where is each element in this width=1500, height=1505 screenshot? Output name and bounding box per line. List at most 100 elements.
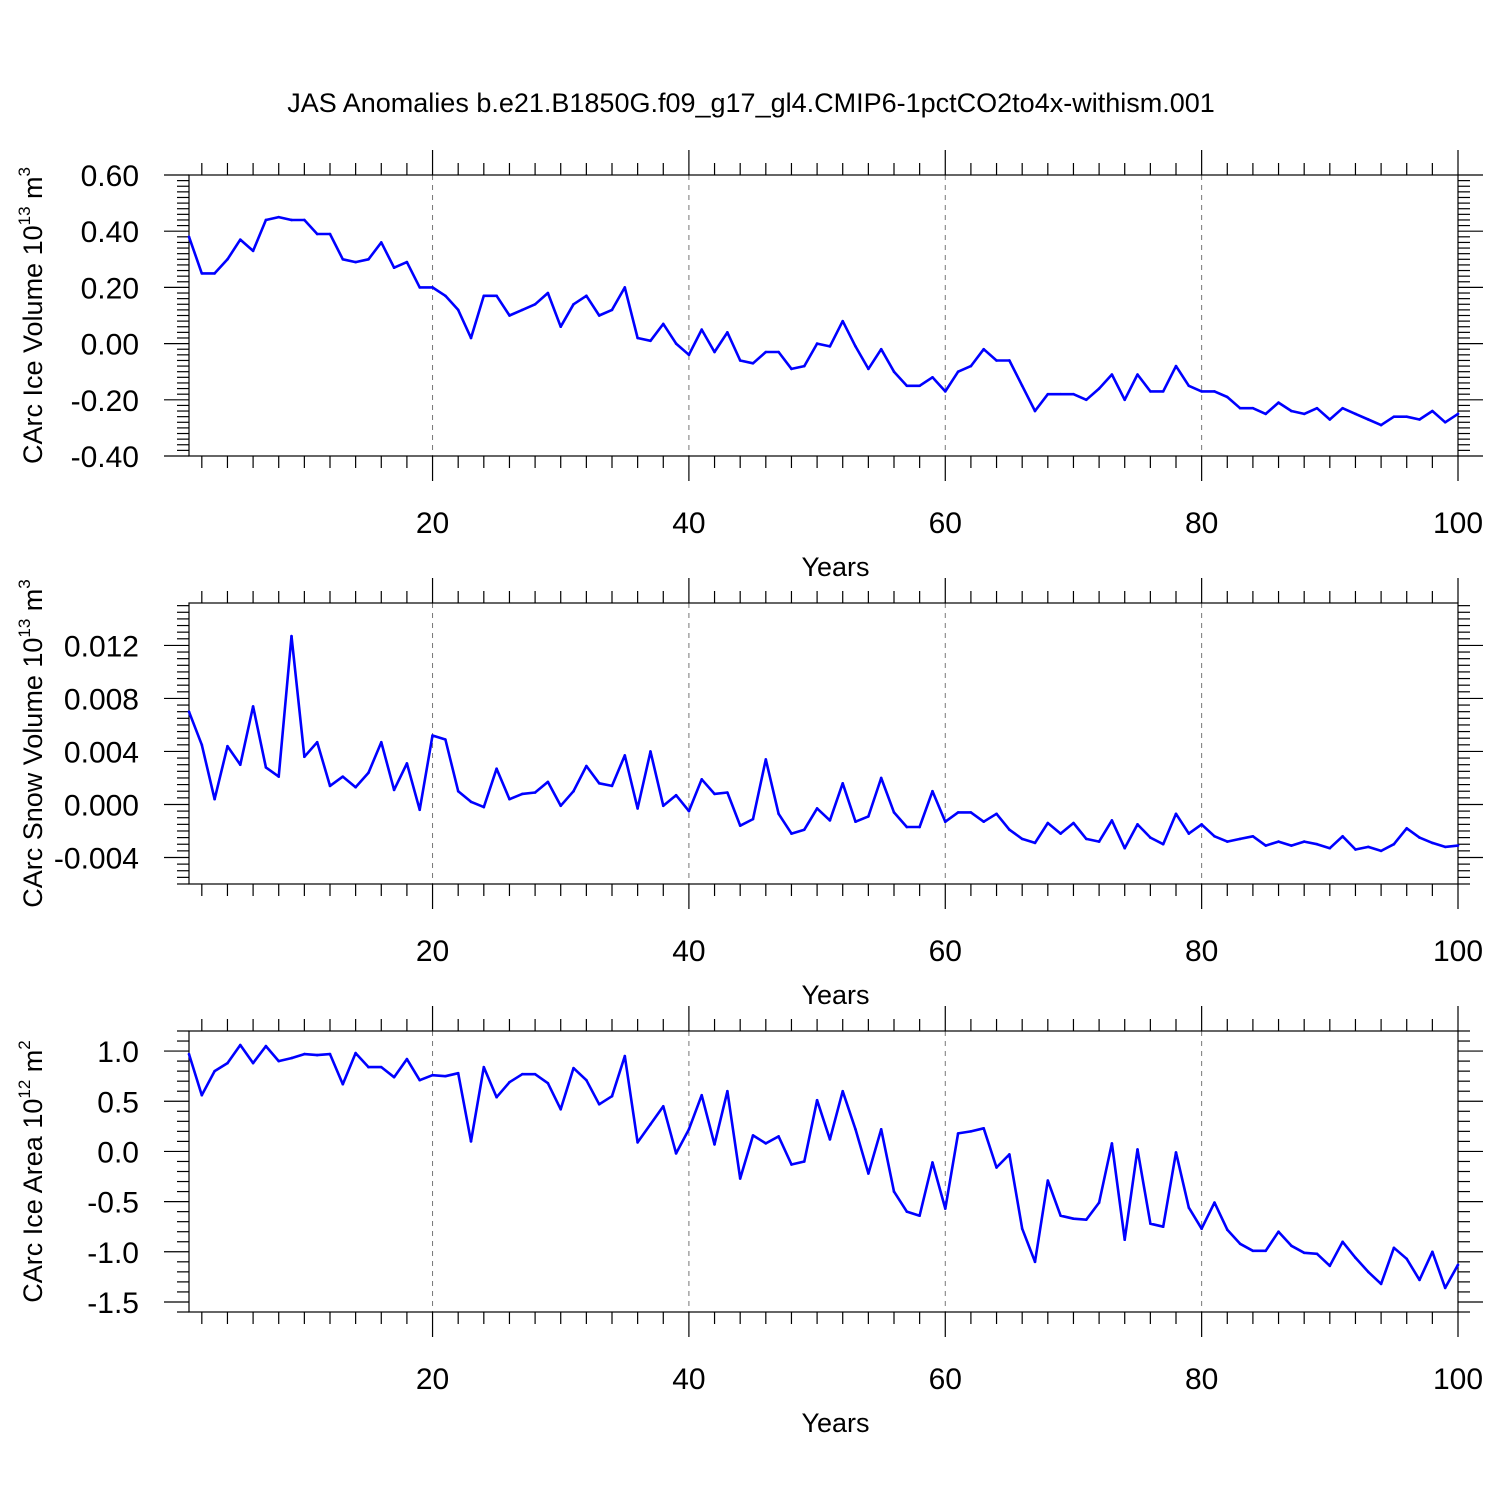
data-point [1431,841,1434,845]
data-point [1405,827,1409,830]
data-point [572,1066,575,1070]
data-point [277,215,281,219]
x-tick-label: 20 [416,935,449,968]
y-tick-label: 0.5 [97,1086,139,1119]
data-point [879,1128,883,1131]
data-point [1290,844,1293,847]
data-point [341,258,345,261]
data-point [1225,395,1229,399]
data-point [854,1128,857,1131]
data-point [1418,418,1421,421]
data-point [636,807,639,810]
data-point [354,1051,357,1055]
data-point [341,775,345,778]
data-point [187,235,191,239]
plot-frame [188,1030,1459,1313]
data-point [238,1043,242,1047]
data-point [495,767,498,770]
data-point [687,1128,691,1131]
data-point [623,754,627,757]
data-point [841,319,845,323]
data-point [1020,384,1024,388]
data-point [956,370,960,374]
data-point [1366,1270,1370,1274]
data-point [1046,821,1050,825]
data-point [1354,848,1357,851]
data-point [623,1054,627,1058]
y-tick-label: -0.20 [71,385,139,418]
data-point [585,1078,588,1082]
data-point [277,1059,281,1063]
data-point [1200,1227,1203,1231]
data-point [1341,1240,1344,1244]
data-point [1187,384,1191,388]
data-point [995,1166,998,1169]
data-point [943,820,947,824]
data-point [1251,1249,1255,1253]
data-point [867,367,870,371]
data-point [892,1190,896,1193]
data-point [367,771,370,774]
data-point [1008,359,1011,362]
data-point [1315,842,1319,846]
data-point [674,342,678,345]
data-point [726,791,729,794]
data-point [520,1072,524,1076]
data-point [251,1061,255,1065]
data-point [1136,823,1139,826]
data-point [315,1053,319,1057]
data-point [572,302,575,306]
data-point [1328,1264,1332,1268]
data-point [226,1061,229,1065]
data-point [597,781,601,785]
data-point [1187,832,1191,835]
data-point [790,1163,793,1166]
data-point [610,308,614,312]
data-point [1174,364,1178,368]
data-point [444,738,447,741]
x-tick-label: 80 [1185,935,1218,968]
data-point [444,294,447,298]
data-point [367,1065,370,1069]
data-point [918,1214,921,1217]
data-point [354,260,357,264]
data-point [1008,828,1011,831]
y-tick-label: 0.004 [64,736,139,769]
data-point [931,1161,934,1164]
data-point [738,1177,742,1180]
data-point [982,1127,986,1130]
data-point [1315,1252,1319,1256]
data-point [1046,1179,1050,1182]
data-point [1443,420,1447,424]
data-point [226,744,229,748]
data-point [264,1044,268,1048]
data-point [1110,819,1114,822]
data-point [328,1052,332,1056]
data-point [1392,415,1396,418]
data-point [546,1081,550,1085]
data-point [290,218,293,222]
x-tick-label: 100 [1433,1363,1483,1396]
y-axis-label: CArc Ice Area 1012 m2 [15,1040,48,1303]
data-point [1033,841,1037,845]
y-tick-label: 0.0 [97,1136,139,1169]
series-line [187,634,1459,853]
data-point [546,780,550,784]
data-point [841,1089,845,1093]
data-point [533,302,537,306]
data-point [1123,846,1127,850]
data-point [392,1075,396,1079]
data-point [700,777,704,781]
data-point [1084,837,1088,841]
data-point [1213,390,1216,393]
y-axis-label: CArc Snow Volume 1013 m3 [15,579,48,908]
data-point [610,1094,614,1098]
data-point [1097,1201,1101,1204]
data-point [1097,387,1101,390]
data-point [1136,373,1139,376]
data-point [661,322,665,326]
data-point [802,828,806,831]
data-point [1328,846,1332,850]
data-point [713,792,716,796]
data-point [187,710,191,713]
